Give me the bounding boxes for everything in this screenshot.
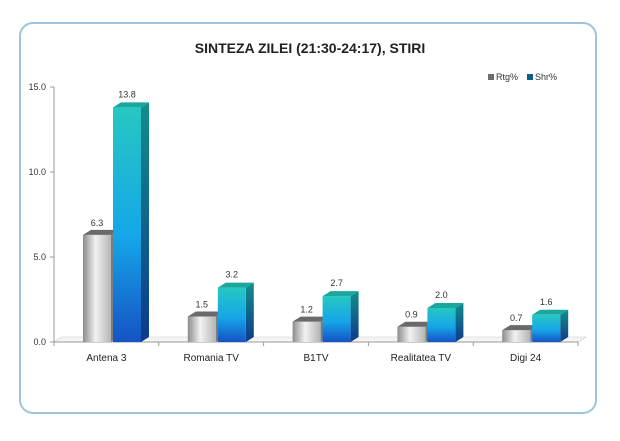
data-label-rtg: 1.5	[196, 300, 209, 310]
bar-shr-front	[532, 314, 561, 342]
bar-rtg-top	[502, 325, 539, 331]
bar-shr	[427, 303, 464, 342]
x-tick-label: Romania TV	[183, 353, 239, 364]
legend-label-shr: Shr%	[535, 72, 558, 82]
y-tick-label: 5.0	[33, 252, 46, 262]
x-tick-label: Digi 24	[510, 353, 542, 364]
bar-shr-side	[560, 309, 569, 342]
bar-shr-side	[350, 291, 359, 342]
legend-item-shr: Shr%	[527, 72, 557, 82]
bar-shr-side	[141, 102, 149, 343]
bar-shr	[322, 291, 359, 342]
data-label-rtg: 0.9	[405, 310, 418, 320]
chart-legend: Rtg% Shr%	[488, 72, 557, 82]
bar-shr-top	[322, 291, 359, 297]
x-tick-label: Realitatea TV	[391, 353, 452, 364]
bar-rtg-front	[397, 326, 426, 342]
bar-rtg-front	[502, 330, 531, 342]
bar-rtg-top	[83, 229, 119, 235]
legend-label-rtg: Rtg%	[496, 72, 519, 82]
data-label-rtg: 6.3	[91, 218, 104, 228]
bar-shr-side	[455, 303, 464, 342]
bar-shr	[113, 102, 149, 343]
y-tick-label: 0.0	[33, 337, 46, 347]
bar-shr-front	[322, 296, 351, 342]
bar-shr-front	[427, 308, 456, 342]
bar-shr	[217, 282, 254, 342]
y-tick-label: 15.0	[28, 82, 46, 92]
bar-shr-top	[532, 309, 569, 315]
y-tick-label: 10.0	[28, 167, 46, 177]
bar-rtg-top	[397, 321, 434, 327]
bar-rtg-top	[187, 311, 224, 317]
bar-shr-top	[113, 102, 149, 108]
bar-shr-front	[217, 287, 246, 342]
bar-shr-top	[217, 282, 254, 288]
bar-rtg-front	[187, 316, 216, 342]
x-tick-label: B1TV	[303, 353, 328, 364]
legend-item-rtg: Rtg%	[488, 72, 518, 82]
data-label-shr: 2.0	[435, 290, 448, 300]
bar-shr	[532, 309, 569, 342]
chart-title: SINTEZA ZILEI (21:30-24:17), STIRI	[194, 40, 426, 56]
data-label-shr: 3.2	[226, 270, 239, 280]
data-label-shr: 13.8	[118, 89, 136, 99]
bar-shr-side	[245, 282, 254, 342]
legend-swatch-rtg	[488, 74, 494, 80]
bar-shr-front	[113, 107, 141, 343]
legend-swatch-shr	[527, 74, 534, 80]
bar-shr-top	[427, 303, 464, 308]
bar-rtg-top	[292, 316, 329, 322]
data-label-rtg: 0.7	[510, 313, 523, 323]
bar-rtg-front	[292, 321, 321, 342]
data-label-shr: 1.6	[540, 297, 553, 307]
bar-rtg-front	[83, 234, 111, 342]
x-tick-label: Antena 3	[86, 353, 126, 364]
data-label-rtg: 1.2	[300, 305, 313, 315]
data-label-shr: 2.7	[330, 278, 343, 288]
